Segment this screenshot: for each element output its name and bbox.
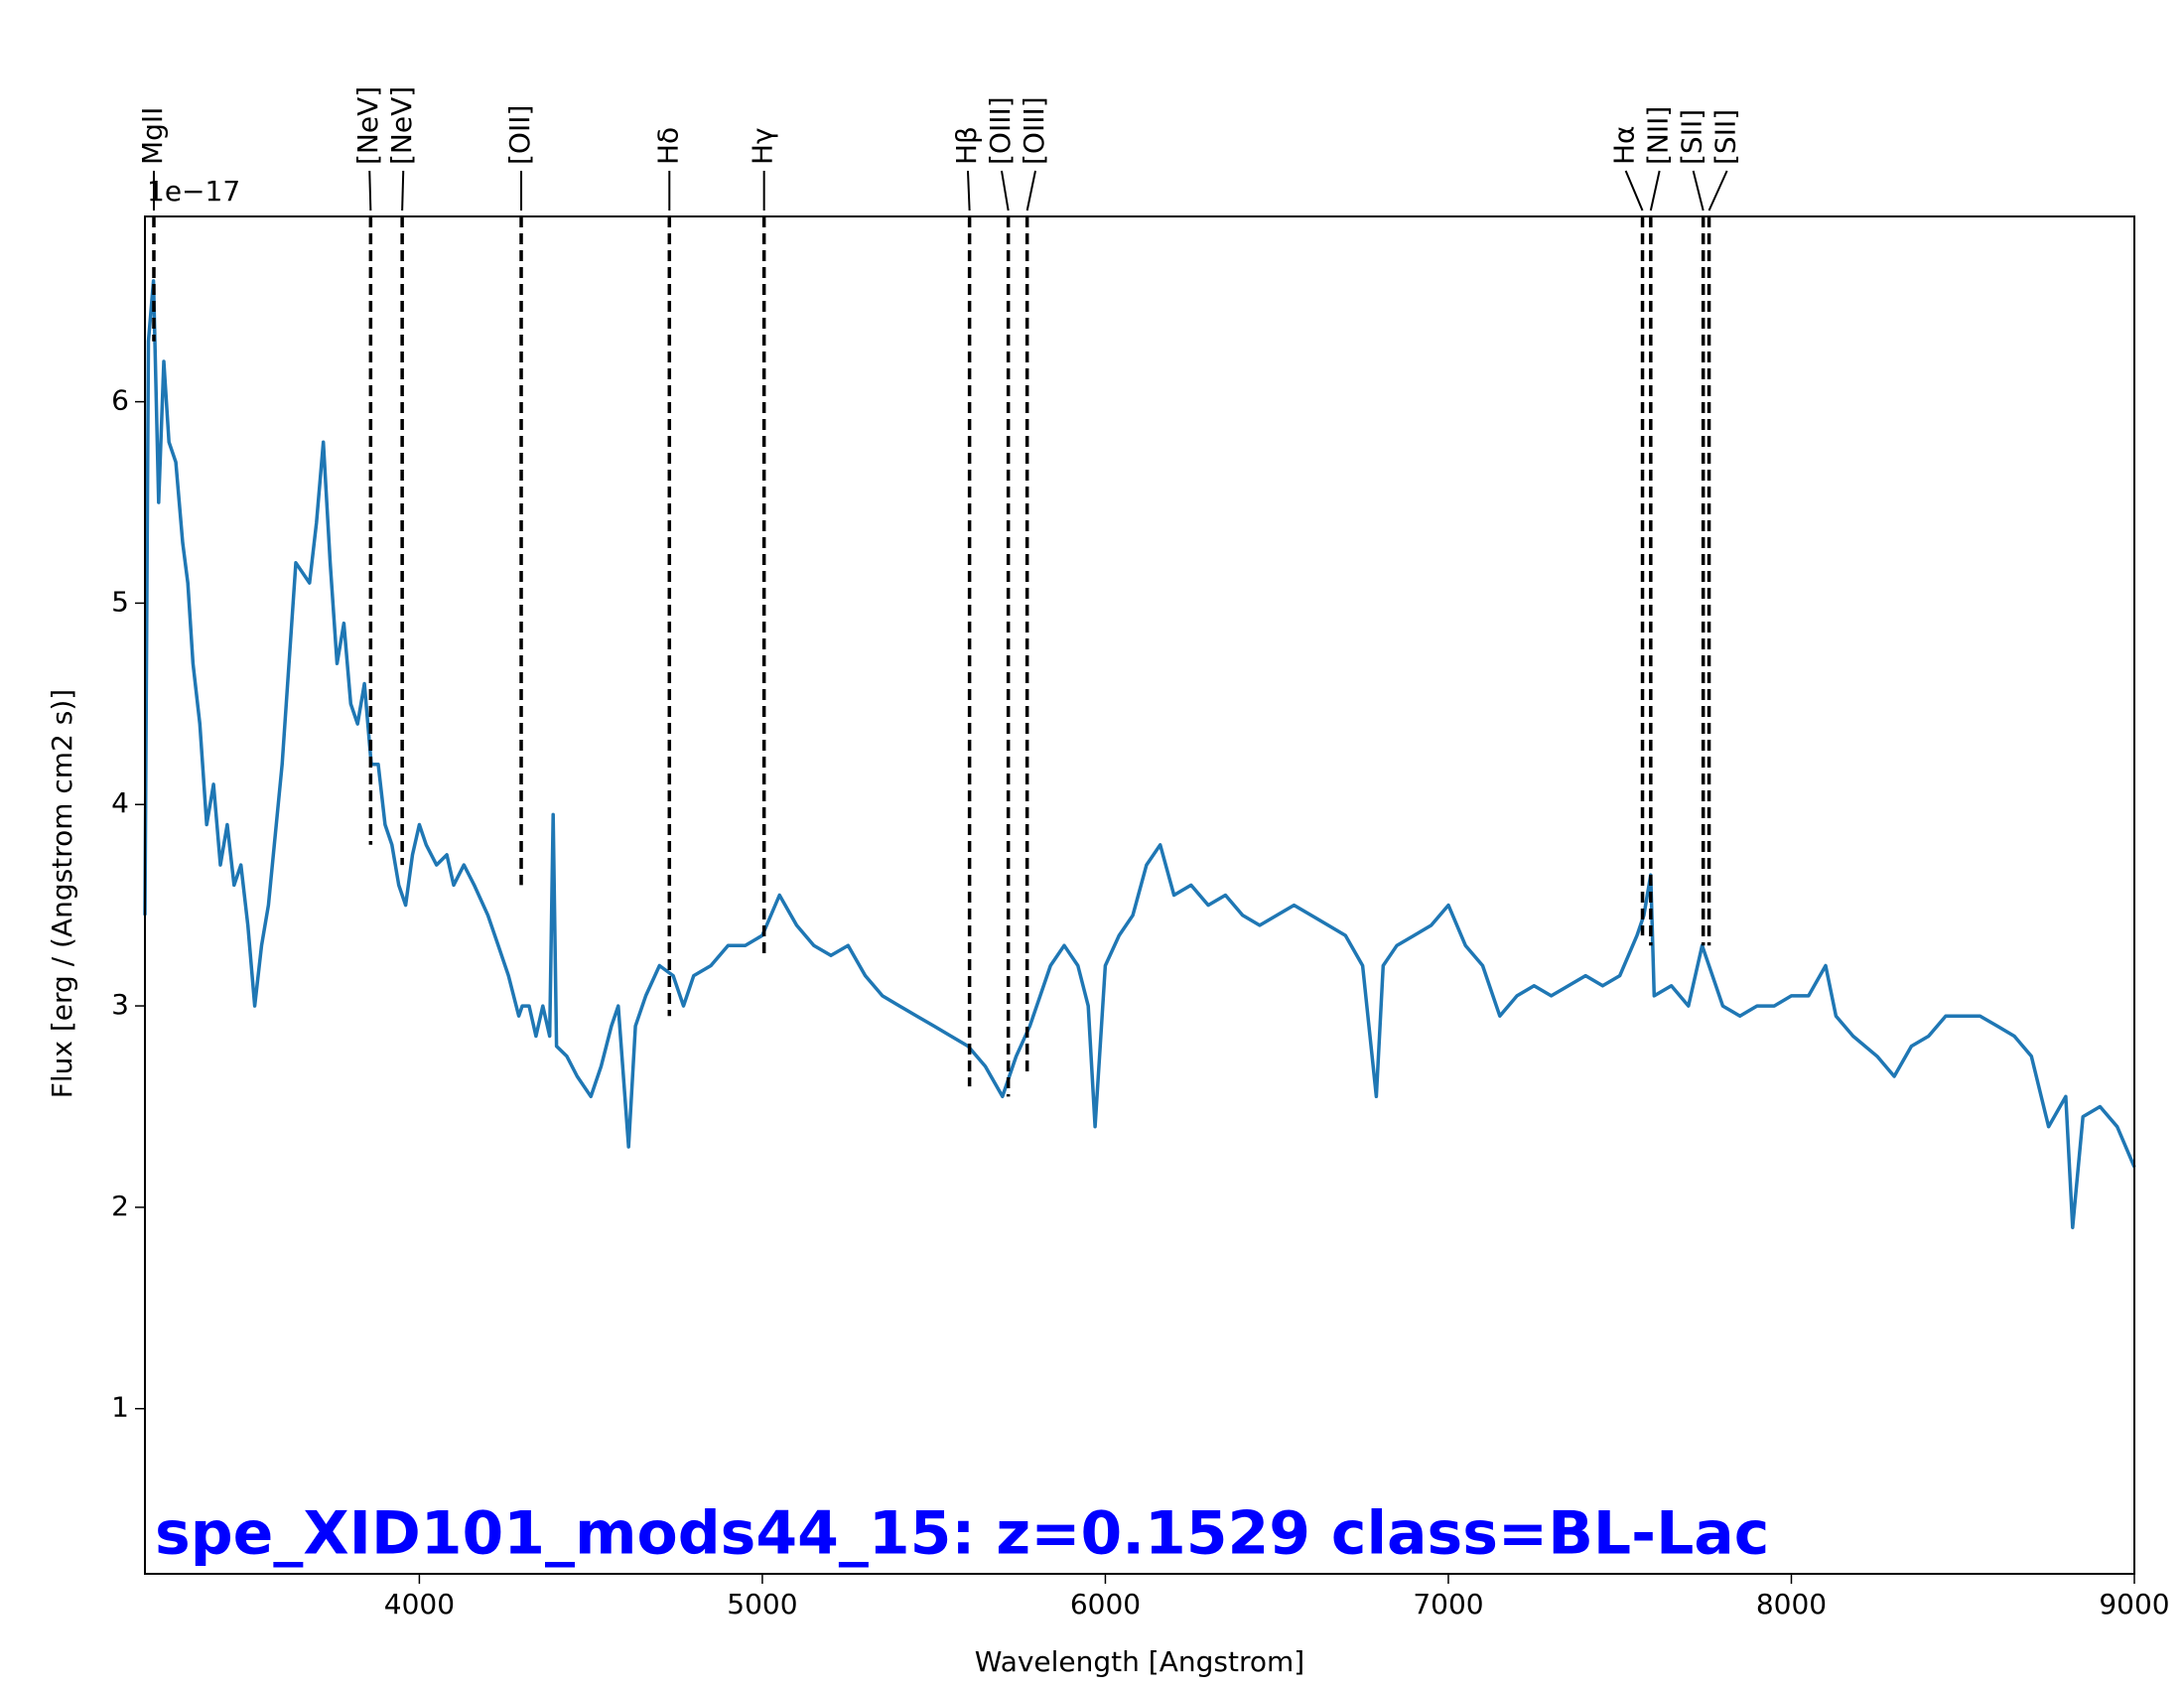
line-label: [OIII] — [984, 96, 1017, 165]
x-axis-label: Wavelength [Angstrom] — [975, 1645, 1304, 1678]
x-tick-label: 7000 — [1413, 1588, 1483, 1620]
y-tick-label: 4 — [111, 786, 129, 819]
line-label: Hα — [1608, 125, 1641, 165]
spectrum-line — [143, 279, 2136, 1229]
line-label: [SII] — [1709, 109, 1742, 165]
x-tick-label: 4000 — [384, 1588, 455, 1620]
annotation: spe_XID101_mods44_15: z=0.1529 class=BL-… — [155, 1499, 1769, 1569]
offset-text: 1e−17 — [147, 175, 240, 208]
line-label: [OIII] — [1018, 96, 1050, 165]
y-tick-label: 6 — [111, 384, 129, 417]
line-label: MgII — [136, 107, 169, 165]
x-tick-label: 6000 — [1070, 1588, 1141, 1620]
label-leader — [966, 170, 971, 211]
y-tick-label: 5 — [111, 585, 129, 618]
label-leader — [401, 170, 405, 211]
line-label: [NII] — [1642, 106, 1675, 165]
label-leader — [1001, 170, 1010, 211]
label-leader — [1649, 170, 1661, 211]
line-label: [SII] — [1676, 109, 1708, 165]
label-leader — [1692, 170, 1705, 211]
label-leader — [1624, 170, 1644, 211]
line-label: [NeV] — [351, 86, 384, 165]
label-leader — [1025, 170, 1036, 211]
y-tick-label: 3 — [111, 988, 129, 1021]
y-tick-label: 1 — [111, 1391, 129, 1424]
label-leader — [1707, 170, 1728, 211]
axes-frame — [144, 215, 2135, 1575]
x-tick-label: 9000 — [2099, 1588, 2169, 1620]
line-label: Hβ — [950, 126, 983, 165]
line-label: [NeV] — [385, 86, 418, 165]
x-tick-label: 8000 — [1756, 1588, 1827, 1620]
line-label: [OII] — [503, 105, 536, 165]
label-leader — [368, 170, 372, 211]
line-label: Hδ — [651, 127, 684, 165]
y-axis-label: Flux [erg / (Angstrom cm2 s)] — [46, 689, 78, 1098]
x-tick-label: 5000 — [727, 1588, 797, 1620]
line-label: Hγ — [747, 127, 779, 165]
y-tick-label: 2 — [111, 1190, 129, 1222]
